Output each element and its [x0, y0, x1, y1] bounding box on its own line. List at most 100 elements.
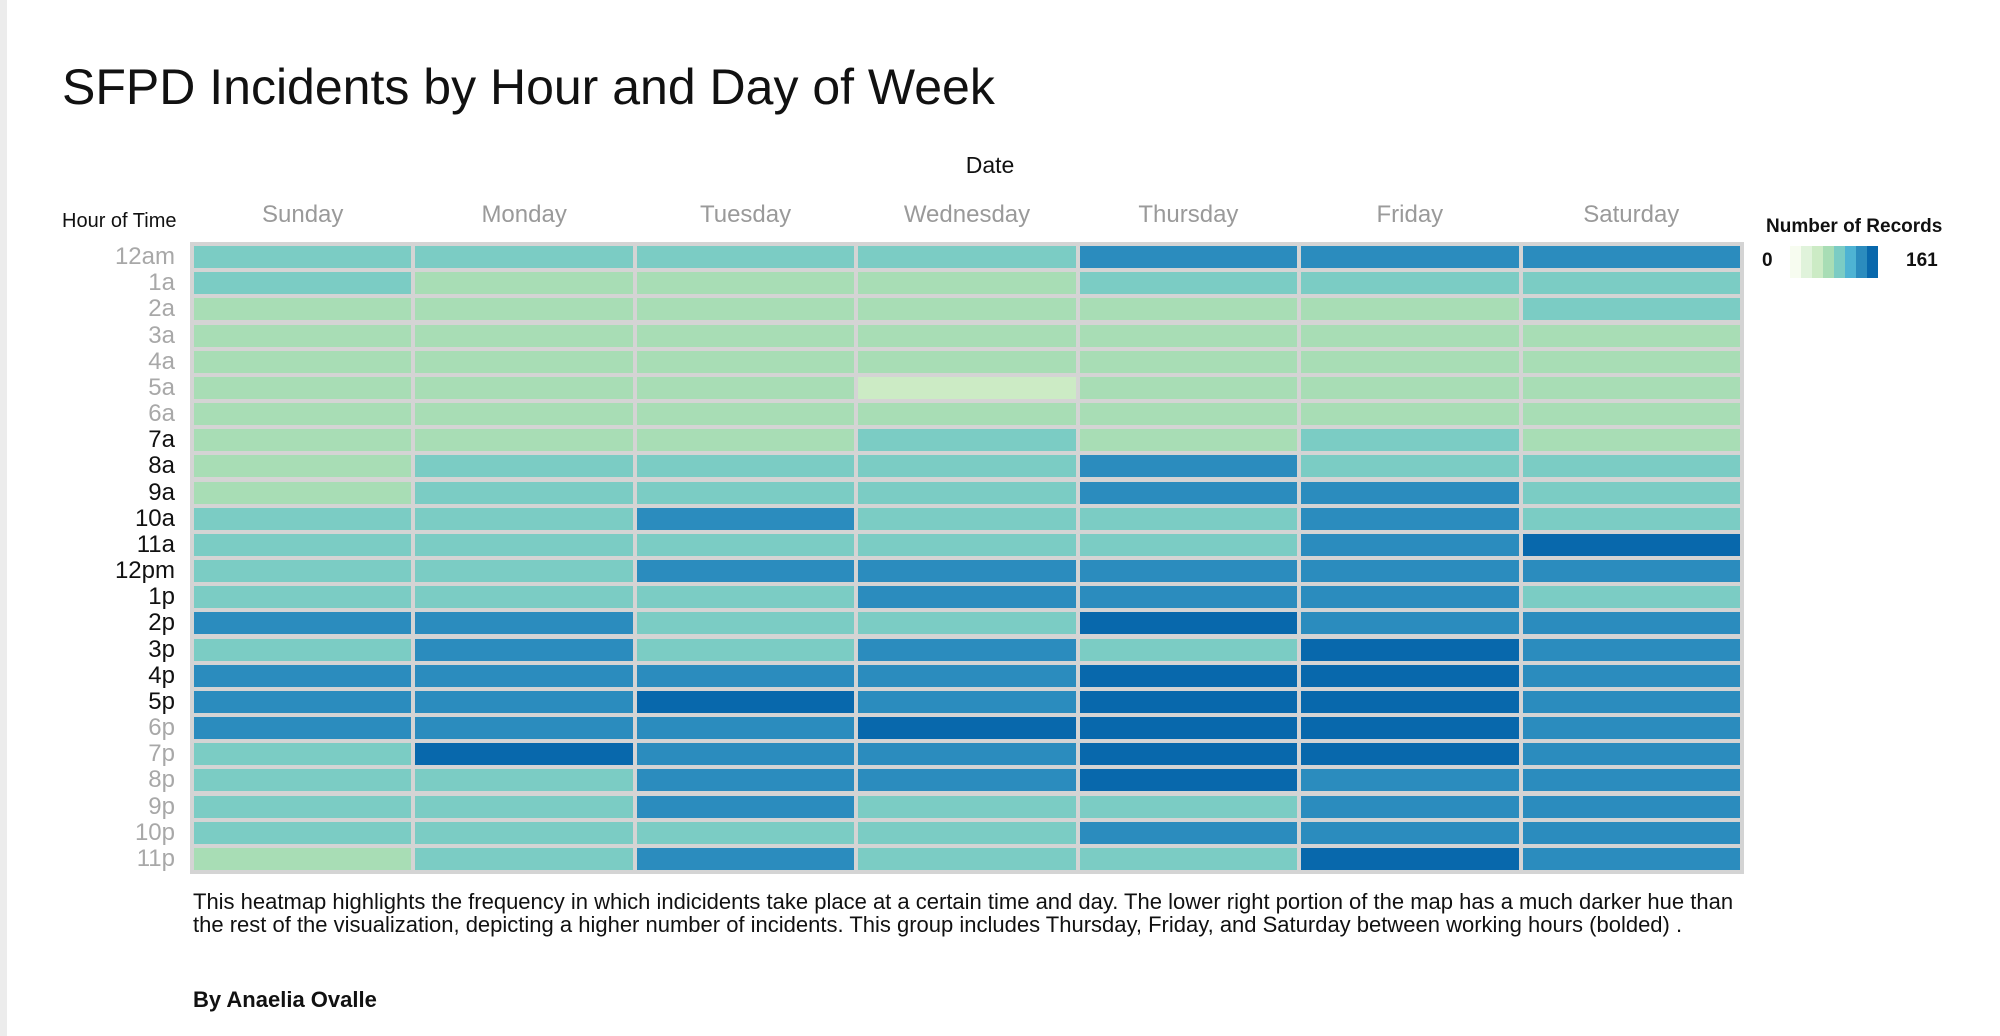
heatmap-cell	[415, 246, 633, 269]
heatmap-cell	[1079, 664, 1298, 687]
row-label: 10a	[134, 504, 175, 532]
heatmap-cell	[1079, 507, 1298, 530]
heatmap-cell	[415, 376, 633, 399]
heatmap-cell	[1301, 350, 1519, 373]
heatmap-cell	[194, 298, 412, 321]
row-label: 5p	[148, 687, 175, 715]
heatmap-cell	[858, 403, 1076, 426]
heatmap-cell	[1301, 455, 1519, 478]
heatmap-cell	[415, 717, 633, 740]
heatmap-cell	[1522, 795, 1740, 818]
heatmap-cell	[1522, 376, 1740, 399]
heatmap-cell	[858, 717, 1076, 740]
heatmap-cell	[415, 481, 633, 504]
heatmap-cell	[636, 795, 855, 818]
heatmap-cell	[636, 298, 855, 321]
heatmap-cell	[194, 769, 412, 792]
heatmap-cell	[1522, 246, 1740, 269]
heatmap-cell	[1079, 612, 1298, 635]
row-label: 3p	[148, 635, 175, 663]
column-label: Friday	[1376, 201, 1444, 228]
heatmap-cell	[1079, 638, 1298, 661]
row-label: 5a	[148, 373, 175, 401]
heatmap-cell	[1079, 690, 1298, 713]
heatmap-cell	[636, 821, 855, 844]
heatmap-cell	[1522, 664, 1740, 687]
heatmap-cell	[1301, 795, 1519, 818]
heatmap-cell	[194, 533, 412, 556]
heatmap-cell	[1079, 717, 1298, 740]
heatmap-cell	[636, 533, 855, 556]
heatmap-cell	[1301, 403, 1519, 426]
heatmap-cell	[1301, 717, 1519, 740]
row-label: 6a	[148, 400, 175, 427]
heatmap-cell	[415, 403, 633, 426]
row-label: 3a	[148, 321, 175, 349]
heatmap-cell	[858, 821, 1076, 844]
heatmap-cell	[636, 272, 855, 295]
heatmap-cell	[194, 481, 412, 504]
heatmap-cell	[1522, 717, 1740, 740]
heatmap-cell	[858, 664, 1076, 687]
heatmap-cell	[1522, 560, 1740, 583]
heatmap-cell	[415, 298, 633, 321]
heatmap-cell	[1079, 560, 1298, 583]
heatmap-cell	[858, 560, 1076, 583]
heatmap-cell	[636, 743, 855, 766]
heatmap-cell	[858, 769, 1076, 792]
heatmap-cell	[194, 560, 412, 583]
heatmap-cell	[1079, 795, 1298, 818]
column-label: Thursday	[1138, 201, 1239, 228]
heatmap-cell	[194, 246, 412, 269]
heatmap-cell	[415, 795, 633, 818]
heatmap-cell	[415, 350, 633, 373]
page-title: SFPD Incidents by Hour and Day of Week	[62, 59, 995, 115]
heatmap-cell	[415, 847, 633, 870]
heatmap-cell	[858, 533, 1076, 556]
heatmap-cell	[1079, 376, 1298, 399]
heatmap-cell	[858, 350, 1076, 373]
row-label: 9a	[148, 478, 175, 506]
heatmap-cell	[415, 507, 633, 530]
heatmap-cell	[1301, 769, 1519, 792]
heatmap-cell	[1522, 324, 1740, 347]
heatmap-cell	[415, 560, 633, 583]
heatmap-cell	[1079, 743, 1298, 766]
legend-swatch	[1801, 246, 1812, 278]
heatmap-cell	[1301, 246, 1519, 269]
heatmap-cell	[1522, 690, 1740, 713]
heatmap-cell	[858, 847, 1076, 870]
heatmap-cell	[858, 298, 1076, 321]
heatmap-cell	[636, 664, 855, 687]
column-label: Saturday	[1583, 201, 1680, 228]
heatmap-cell	[858, 246, 1076, 269]
heatmap-cell	[1301, 429, 1519, 452]
heatmap-cell	[1301, 272, 1519, 295]
heatmap-cell	[1301, 560, 1519, 583]
heatmap-cell	[858, 481, 1076, 504]
heatmap-cell	[1079, 350, 1298, 373]
heatmap-cell	[1522, 612, 1740, 635]
column-label: Tuesday	[699, 201, 792, 228]
heatmap-cell	[1079, 272, 1298, 295]
heatmap-grid	[190, 242, 1744, 874]
heatmap-cell	[415, 743, 633, 766]
heatmap-cell	[415, 533, 633, 556]
heatmap-cell	[415, 612, 633, 635]
heatmap-cell	[858, 376, 1076, 399]
heatmap-cell	[194, 376, 412, 399]
row-label: 2p	[148, 609, 175, 637]
heatmap-cell	[858, 507, 1076, 530]
heatmap-cell	[1079, 821, 1298, 844]
heatmap-cell	[194, 507, 412, 530]
heatmap-cell	[858, 429, 1076, 452]
heatmap-cell	[194, 612, 412, 635]
heatmap-cell	[415, 272, 633, 295]
heatmap-cell	[1522, 769, 1740, 792]
heatmap-cell	[1522, 429, 1740, 452]
heatmap-cell	[194, 743, 412, 766]
heatmap-cell	[1301, 743, 1519, 766]
heatmap-cell	[858, 455, 1076, 478]
heatmap-cell	[1079, 246, 1298, 269]
row-label: 11a	[136, 530, 175, 558]
